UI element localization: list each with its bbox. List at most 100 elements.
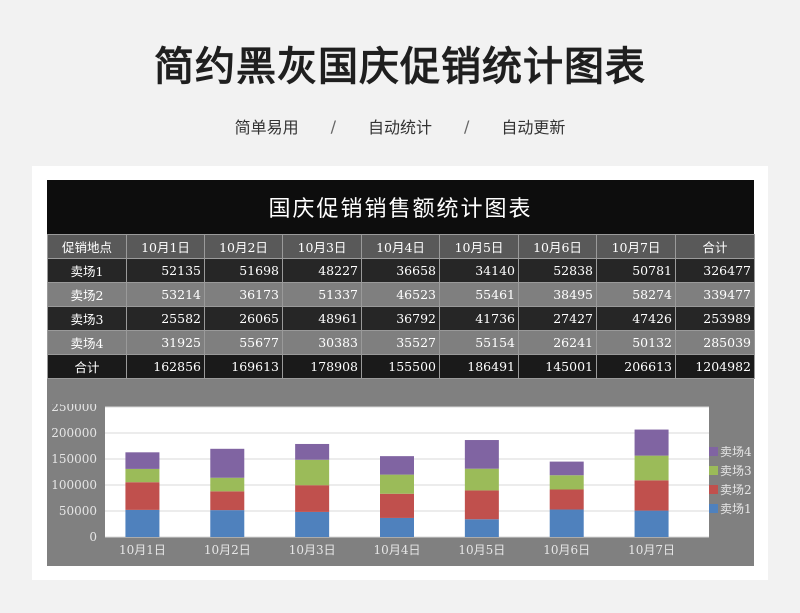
- bar-segment[interactable]: [464, 440, 499, 469]
- bar-segment[interactable]: [549, 509, 584, 537]
- table-cell[interactable]: 47426: [596, 306, 676, 331]
- bar-segment[interactable]: [210, 477, 245, 492]
- table-cell[interactable]: 41736: [439, 306, 519, 331]
- table-cell[interactable]: 46523: [361, 282, 440, 307]
- bar-segment[interactable]: [380, 456, 414, 475]
- table-cell[interactable]: 51337: [282, 282, 362, 307]
- total-row: 合计 162856 169613 178908 155500 186491 14…: [47, 354, 755, 379]
- bar-segment[interactable]: [125, 509, 160, 537]
- table-row: 卖场3 25582 26065 48961 36792 41736 27427 …: [47, 306, 755, 331]
- table-cell[interactable]: 186491: [439, 354, 519, 379]
- table-cell[interactable]: 52135: [126, 258, 205, 283]
- bar-segment[interactable]: [634, 429, 669, 456]
- table-cell[interactable]: 36658: [361, 258, 440, 283]
- bar-segment[interactable]: [464, 519, 499, 537]
- table-cell[interactable]: 48227: [282, 258, 362, 283]
- row-name[interactable]: 卖场4: [47, 330, 127, 355]
- bar-segment[interactable]: [549, 475, 584, 490]
- table-cell[interactable]: 52838: [518, 258, 597, 283]
- table-cell[interactable]: 178908: [282, 354, 362, 379]
- x-tick-label: 10月3日: [289, 543, 336, 557]
- bar-segment[interactable]: [210, 510, 245, 537]
- table-cell[interactable]: 58274: [596, 282, 676, 307]
- stacked-bar-chart: 0 50000 100000 150000 200000 250000 10月1日 10月2…: [51, 400, 752, 557]
- table-cell[interactable]: 55677: [204, 330, 283, 355]
- bar-segment[interactable]: [634, 455, 669, 481]
- bar-segment[interactable]: [295, 443, 330, 460]
- y-tick-label: 250000: [51, 404, 97, 414]
- bar-segment[interactable]: [295, 511, 330, 537]
- table-cell[interactable]: 30383: [282, 330, 362, 355]
- table-cell[interactable]: 155500: [361, 354, 440, 379]
- bar-segment[interactable]: [380, 474, 414, 494]
- row-total-cell[interactable]: 285039: [675, 330, 755, 355]
- column-header: 10月5日: [439, 234, 519, 259]
- bar-segment[interactable]: [295, 485, 330, 512]
- bar-segment[interactable]: [634, 510, 669, 537]
- table-cell[interactable]: 34140: [439, 258, 519, 283]
- bar-segment[interactable]: [634, 480, 669, 511]
- legend-swatch: [709, 466, 718, 475]
- row-total-cell[interactable]: 253989: [675, 306, 755, 331]
- bar-segment[interactable]: [464, 490, 499, 520]
- grand-total-cell[interactable]: 1204982: [675, 354, 755, 379]
- table-cell[interactable]: 55461: [439, 282, 519, 307]
- column-header: 10月7日: [596, 234, 676, 259]
- bar-segment[interactable]: [549, 489, 584, 510]
- bar-segment[interactable]: [549, 461, 584, 476]
- column-header: 10月6日: [518, 234, 597, 259]
- table-cell[interactable]: 50781: [596, 258, 676, 283]
- table-cell[interactable]: 206613: [596, 354, 676, 379]
- bar-segment[interactable]: [210, 448, 245, 478]
- row-total-cell[interactable]: 339477: [675, 282, 755, 307]
- y-tick-label: 50000: [59, 504, 97, 518]
- bar-segment[interactable]: [125, 468, 160, 483]
- table-cell[interactable]: 25582: [126, 306, 205, 331]
- column-header: 促销地点: [47, 234, 127, 259]
- table-cell[interactable]: 31925: [126, 330, 205, 355]
- tag-auto-stat: 自动统计: [367, 118, 432, 137]
- x-tick-label: 10月2日: [204, 543, 251, 557]
- table-cell[interactable]: 55154: [439, 330, 519, 355]
- table-row: 卖场1 52135 51698 48227 36658 34140 52838 …: [47, 258, 755, 283]
- legend-label: 卖场2: [720, 483, 752, 497]
- table-cell[interactable]: 36173: [204, 282, 283, 307]
- table-cell[interactable]: 50132: [596, 330, 676, 355]
- tag-separator: /: [330, 116, 336, 136]
- legend-label: 卖场4: [720, 445, 752, 459]
- y-tick-label: 100000: [51, 478, 97, 492]
- legend-swatch: [709, 447, 718, 456]
- bar-segment[interactable]: [380, 517, 414, 537]
- feature-tags: 简单易用 / 自动统计 / 自动更新: [0, 114, 800, 138]
- table-cell[interactable]: 26065: [204, 306, 283, 331]
- table-cell[interactable]: 35527: [361, 330, 440, 355]
- bar-segment[interactable]: [125, 452, 160, 469]
- bar-segment[interactable]: [125, 482, 160, 510]
- table-cell[interactable]: 169613: [204, 354, 283, 379]
- table-cell[interactable]: 53214: [126, 282, 205, 307]
- x-tick-label: 10月5日: [458, 543, 505, 557]
- x-tick-label: 10月1日: [119, 543, 166, 557]
- row-name[interactable]: 卖场1: [47, 258, 127, 283]
- table-row: 卖场2 53214 36173 51337 46523 55461 38495 …: [47, 282, 755, 307]
- tag-easy: 简单易用: [234, 118, 299, 137]
- row-name[interactable]: 卖场2: [47, 282, 127, 307]
- bar-segment[interactable]: [464, 468, 499, 491]
- table-cell[interactable]: 27427: [518, 306, 597, 331]
- row-name[interactable]: 卖场3: [47, 306, 127, 331]
- table-cell[interactable]: 48961: [282, 306, 362, 331]
- table-cell[interactable]: 26241: [518, 330, 597, 355]
- row-name[interactable]: 合计: [47, 354, 127, 379]
- bar-segment[interactable]: [380, 493, 414, 518]
- table-cell[interactable]: 145001: [518, 354, 597, 379]
- table-cell[interactable]: 36792: [361, 306, 440, 331]
- bar-segment[interactable]: [295, 459, 330, 486]
- table-cell[interactable]: 162856: [126, 354, 205, 379]
- table-cell[interactable]: 51698: [204, 258, 283, 283]
- table-cell[interactable]: 38495: [518, 282, 597, 307]
- row-total-cell[interactable]: 326477: [675, 258, 755, 283]
- sheet-title: 国庆促销销售额统计图表: [47, 180, 754, 234]
- bar-segment[interactable]: [210, 491, 245, 511]
- y-tick-label: 0: [89, 530, 97, 544]
- y-tick-label: 200000: [51, 426, 97, 440]
